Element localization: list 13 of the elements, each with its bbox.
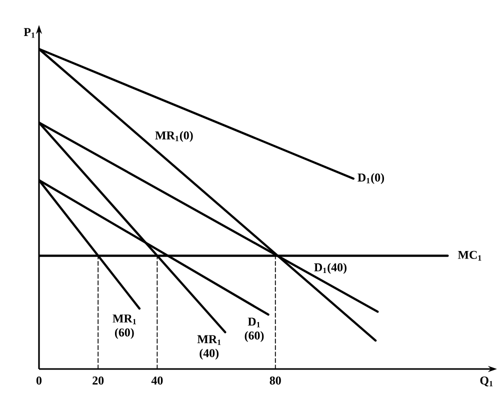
- series-label: MR$_{1}$(0): [155, 131, 193, 142]
- x-tick-label: 40: [151, 376, 163, 385]
- y-axis-title: P$_{1}$: [24, 28, 35, 38]
- series-label: D$_{1}$(0): [358, 173, 384, 184]
- x-tick-label: 20: [92, 376, 104, 385]
- series-label: D$_{1}$ (60): [244, 318, 264, 342]
- series-label: D$_{1}$(40): [314, 262, 346, 274]
- x-tick-label: 80: [270, 376, 281, 385]
- x-axis-title: Q$_{1}$: [480, 376, 493, 386]
- series-label: MC$_{1}$: [458, 250, 482, 261]
- series-label: MR$_{1}$ (40): [197, 335, 221, 360]
- series-label: MR$_{1}$ (60): [112, 314, 136, 339]
- x-tick-label: 0: [36, 376, 42, 385]
